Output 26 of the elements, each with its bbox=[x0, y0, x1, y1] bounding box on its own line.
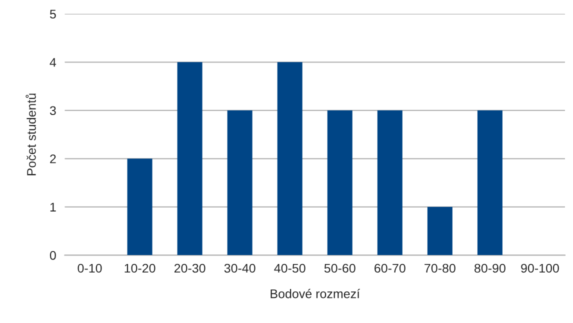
bar bbox=[177, 62, 202, 256]
y-tick-label: 3 bbox=[50, 106, 56, 116]
y-tick-label: 5 bbox=[50, 10, 56, 19]
bar bbox=[327, 110, 352, 256]
x-tick-label: 40-50 bbox=[274, 264, 306, 273]
x-tick-label: 70-80 bbox=[424, 264, 456, 273]
y-tick-label: 4 bbox=[50, 58, 56, 67]
bar bbox=[277, 62, 302, 256]
x-tick-label: 20-30 bbox=[174, 264, 206, 273]
x-tick-label: 80-90 bbox=[474, 264, 506, 273]
x-tick-label: 60-70 bbox=[374, 264, 406, 273]
x-tick-label: 10-20 bbox=[124, 264, 156, 273]
bar bbox=[427, 206, 452, 256]
y-axis-title: Počet studentů bbox=[26, 94, 36, 176]
x-tick-label: 0-10 bbox=[78, 264, 102, 273]
bar bbox=[477, 110, 502, 256]
bar bbox=[377, 110, 402, 256]
bar bbox=[227, 110, 252, 256]
bar bbox=[127, 158, 152, 256]
x-axis-title: Bodové rozmezí bbox=[270, 288, 360, 298]
x-tick-label: 50-60 bbox=[324, 264, 356, 273]
y-tick-label: 1 bbox=[50, 202, 56, 212]
y-tick-label: 0 bbox=[50, 250, 56, 260]
x-tick-label: 90-100 bbox=[521, 264, 559, 273]
y-tick-label: 2 bbox=[50, 154, 56, 164]
x-tick-label: 30-40 bbox=[224, 264, 256, 273]
